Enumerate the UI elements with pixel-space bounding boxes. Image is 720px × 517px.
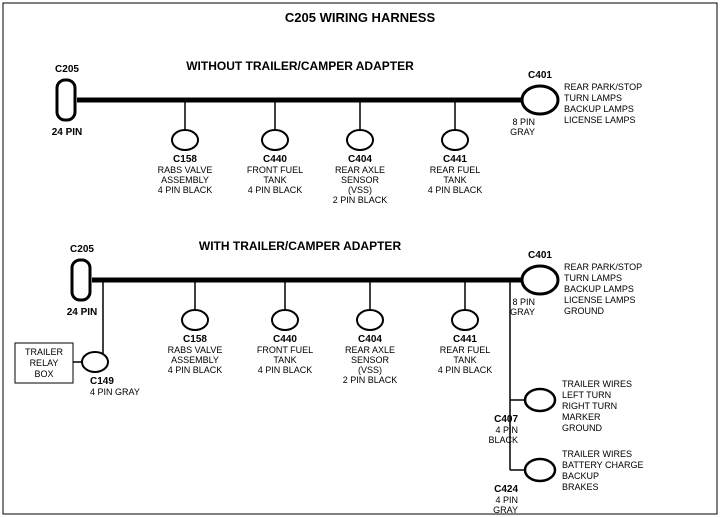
svg-text:REAR PARK/STOP: REAR PARK/STOP [564,82,642,92]
svg-text:C441: C441 [443,154,467,165]
svg-text:REAR AXLE: REAR AXLE [345,345,395,355]
svg-text:REAR FUEL: REAR FUEL [440,345,491,355]
svg-text:LICENSE LAMPS: LICENSE LAMPS [564,115,636,125]
svg-text:ASSEMBLY: ASSEMBLY [171,355,219,365]
svg-text:24 PIN: 24 PIN [67,307,98,318]
svg-text:2 PIN BLACK: 2 PIN BLACK [333,195,388,205]
svg-text:GROUND: GROUND [564,306,604,316]
svg-text:WITH TRAILER/CAMPER ADAPTER: WITH TRAILER/CAMPER ADAPTER [199,239,402,253]
svg-text:REAR PARK/STOP: REAR PARK/STOP [564,262,642,272]
svg-text:TANK: TANK [263,175,286,185]
svg-text:BATTERY CHARGE: BATTERY CHARGE [562,460,644,470]
svg-text:8 PIN: 8 PIN [512,117,535,127]
svg-text:BACKUP LAMPS: BACKUP LAMPS [564,104,634,114]
svg-text:BOX: BOX [34,369,53,379]
svg-text:WITHOUT TRAILER/CAMPER ADAPT: WITHOUT TRAILER/CAMPER ADAPTER [186,59,414,73]
svg-text:GRAY: GRAY [493,505,518,515]
svg-text:4 PIN BLACK: 4 PIN BLACK [158,185,213,195]
svg-text:4 PIN: 4 PIN [495,425,518,435]
svg-text:C441: C441 [453,334,477,345]
svg-text:C158: C158 [173,154,197,165]
svg-text:TURN LAMPS: TURN LAMPS [564,273,622,283]
svg-text:LEFT TURN: LEFT TURN [562,390,611,400]
svg-text:GRAY: GRAY [510,307,535,317]
svg-text:C149: C149 [90,376,114,387]
svg-text:FRONT FUEL: FRONT FUEL [257,345,313,355]
svg-text:C401: C401 [528,250,552,261]
svg-text:REAR AXLE: REAR AXLE [335,165,385,175]
svg-text:TANK: TANK [273,355,296,365]
svg-text:TRAILER WIRES: TRAILER WIRES [562,379,632,389]
svg-text:RABS VALVE: RABS VALVE [158,165,213,175]
svg-text:GRAY: GRAY [510,127,535,137]
svg-text:RABS VALVE: RABS VALVE [168,345,223,355]
svg-text:RELAY: RELAY [30,358,59,368]
svg-text:4 PIN BLACK: 4 PIN BLACK [438,365,493,375]
svg-text:GROUND: GROUND [562,423,602,433]
svg-text:(VSS): (VSS) [348,185,372,195]
svg-text:ASSEMBLY: ASSEMBLY [161,175,209,185]
svg-text:TANK: TANK [453,355,476,365]
svg-text:TURN LAMPS: TURN LAMPS [564,93,622,103]
svg-text:RIGHT TURN: RIGHT TURN [562,401,617,411]
svg-text:BACKUP LAMPS: BACKUP LAMPS [564,284,634,294]
svg-text:C401: C401 [528,70,552,81]
svg-text:C205: C205 [55,64,79,75]
svg-text:4 PIN BLACK: 4 PIN BLACK [248,185,303,195]
svg-text:4 PIN: 4 PIN [495,495,518,505]
svg-text:2 PIN BLACK: 2 PIN BLACK [343,375,398,385]
svg-text:C404: C404 [358,334,382,345]
svg-text:C440: C440 [263,154,287,165]
svg-text:C205: C205 [70,244,94,255]
svg-text:4 PIN BLACK: 4 PIN BLACK [258,365,313,375]
svg-text:4 PIN GRAY: 4 PIN GRAY [90,387,140,397]
svg-text:(VSS): (VSS) [358,365,382,375]
svg-text:BLACK: BLACK [488,435,518,445]
svg-text:FRONT FUEL: FRONT FUEL [247,165,303,175]
svg-text:C407: C407 [494,414,518,425]
svg-text:SENSOR: SENSOR [341,175,380,185]
svg-text:8 PIN: 8 PIN [512,297,535,307]
svg-text:TANK: TANK [443,175,466,185]
svg-text:C158: C158 [183,334,207,345]
svg-text:BRAKES: BRAKES [562,482,599,492]
svg-text:SENSOR: SENSOR [351,355,390,365]
svg-text:24 PIN: 24 PIN [52,127,83,138]
svg-text:C404: C404 [348,154,372,165]
svg-text:MARKER: MARKER [562,412,601,422]
svg-text:C205 WIRING HARNESS: C205 WIRING HARNESS [285,10,436,25]
svg-text:TRAILER WIRES: TRAILER WIRES [562,449,632,459]
svg-text:LICENSE LAMPS: LICENSE LAMPS [564,295,636,305]
svg-text:TRAILER: TRAILER [25,347,64,357]
svg-text:C440: C440 [273,334,297,345]
svg-text:4 PIN BLACK: 4 PIN BLACK [428,185,483,195]
svg-text:REAR FUEL: REAR FUEL [430,165,481,175]
svg-text:4 PIN BLACK: 4 PIN BLACK [168,365,223,375]
svg-text:BACKUP: BACKUP [562,471,599,481]
svg-text:C424: C424 [494,484,518,495]
